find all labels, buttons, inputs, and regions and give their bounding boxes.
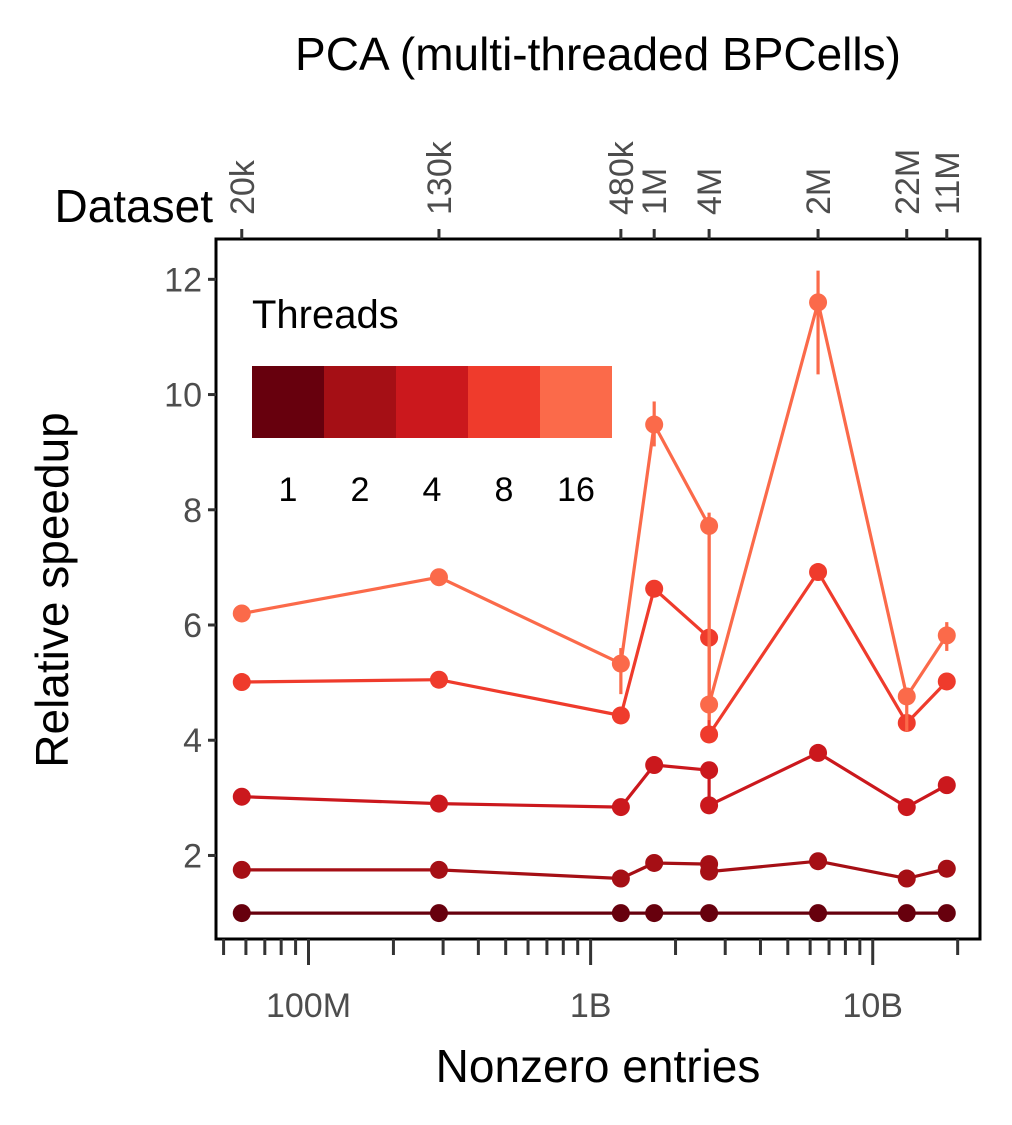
data-point bbox=[700, 725, 719, 744]
dataset-label: 20k bbox=[224, 159, 262, 215]
dataset-label: 11M bbox=[929, 151, 967, 215]
y-tick-label: 10 bbox=[164, 377, 202, 415]
data-point bbox=[700, 796, 719, 815]
data-point bbox=[700, 904, 719, 923]
data-point bbox=[897, 904, 916, 923]
legend-label: 16 bbox=[557, 471, 595, 509]
data-point bbox=[429, 904, 448, 923]
data-point bbox=[645, 904, 664, 923]
data-point bbox=[611, 706, 630, 725]
legend-label: 1 bbox=[279, 471, 298, 509]
top-axis-title: Dataset bbox=[54, 180, 213, 232]
data-point bbox=[937, 776, 956, 795]
data-point bbox=[700, 516, 719, 535]
data-point bbox=[809, 904, 828, 923]
data-point bbox=[645, 853, 664, 872]
y-tick-label: 4 bbox=[183, 722, 202, 760]
data-point bbox=[429, 568, 448, 587]
data-point bbox=[937, 626, 956, 645]
dataset-label: 4M bbox=[691, 168, 729, 215]
plot-background bbox=[216, 239, 980, 939]
data-point bbox=[645, 579, 664, 598]
data-point bbox=[429, 860, 448, 879]
y-tick-label: 8 bbox=[183, 492, 202, 530]
data-point bbox=[700, 761, 719, 780]
legend-title: Threads bbox=[252, 293, 399, 337]
legend-swatch-16 bbox=[540, 366, 612, 438]
data-point bbox=[429, 670, 448, 689]
data-point bbox=[232, 604, 251, 623]
data-point bbox=[809, 852, 828, 871]
legend-swatch-1 bbox=[252, 366, 324, 438]
legend-label: 8 bbox=[495, 471, 514, 509]
data-point bbox=[897, 869, 916, 888]
dataset-label: 130k bbox=[421, 140, 459, 215]
data-point bbox=[897, 687, 916, 706]
data-point bbox=[809, 293, 828, 312]
data-point bbox=[937, 672, 956, 691]
data-point bbox=[232, 904, 251, 923]
legend-swatch-4 bbox=[396, 366, 468, 438]
data-point bbox=[232, 860, 251, 879]
plot-border bbox=[214, 237, 982, 941]
x-tick-label: 100M bbox=[266, 987, 351, 1025]
data-point bbox=[700, 695, 719, 714]
data-point bbox=[809, 563, 828, 582]
data-point bbox=[611, 654, 630, 673]
data-point bbox=[232, 673, 251, 692]
data-point bbox=[937, 859, 956, 878]
data-point bbox=[232, 787, 251, 806]
x-axis-title: Nonzero entries bbox=[436, 1040, 761, 1092]
x-tick-label: 10B bbox=[842, 987, 903, 1025]
chart-title: PCA (multi-threaded BPCells) bbox=[295, 28, 901, 80]
legend-label: 2 bbox=[351, 471, 370, 509]
data-point bbox=[700, 862, 719, 881]
data-point bbox=[645, 756, 664, 775]
data-point bbox=[611, 904, 630, 923]
data-point bbox=[937, 904, 956, 923]
legend: Threads 1 2 4 8 16 bbox=[252, 293, 612, 509]
dataset-label: 1M bbox=[636, 168, 674, 215]
data-point bbox=[611, 869, 630, 888]
dataset-label: 2M bbox=[800, 168, 838, 215]
dataset-label: 22M bbox=[889, 149, 927, 215]
data-point bbox=[429, 794, 448, 813]
y-tick-label: 2 bbox=[183, 837, 202, 875]
y-axis-title: Relative speedup bbox=[26, 412, 78, 767]
legend-label: 4 bbox=[423, 471, 442, 509]
y-tick-label: 6 bbox=[183, 607, 202, 645]
data-point bbox=[897, 798, 916, 817]
data-point bbox=[645, 415, 664, 434]
x-tick-label: 1B bbox=[570, 987, 612, 1025]
y-tick-label: 12 bbox=[164, 261, 202, 299]
plot-area bbox=[216, 239, 980, 939]
data-point bbox=[809, 743, 828, 762]
dataset-label: 480k bbox=[603, 140, 641, 215]
legend-swatch-2 bbox=[324, 366, 396, 438]
data-point bbox=[611, 798, 630, 817]
legend-swatch-8 bbox=[468, 366, 540, 438]
